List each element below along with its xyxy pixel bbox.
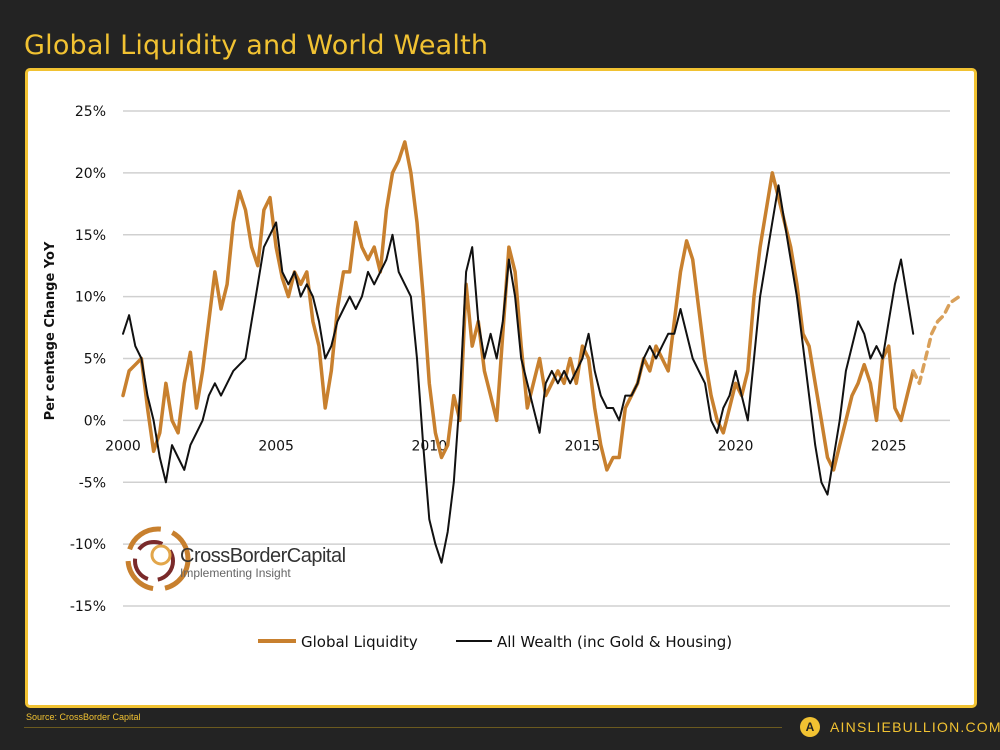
y-tick-label: 20% (75, 166, 106, 182)
legend: Global Liquidity All Wealth (inc Gold & … (258, 633, 732, 651)
series-line-2 (122, 184, 915, 564)
x-tick-label: 2000 (105, 438, 141, 454)
legend-label-global-liquidity: Global Liquidity (301, 633, 418, 651)
page-title: Global Liquidity and World Wealth (24, 30, 489, 61)
y-tick-label: -5% (79, 475, 106, 491)
footer-divider (24, 727, 782, 728)
logo-tagline: Implementing Insight (180, 566, 291, 580)
y-tick-labels: -15% -10% -5% 0% 5% 10% 15% 20% 25% (70, 104, 106, 615)
x-tick-label: 2005 (258, 438, 294, 454)
chart-svg: -15%-10%-5%0%5%10%15%20%25% 2000 2005 2010… (43, 104, 961, 651)
y-tick-label: -10% (70, 537, 106, 553)
series-line-1 (911, 294, 961, 386)
logo-name: CrossBorderCapital (180, 545, 346, 567)
source-note: Source: CrossBorder Capital (26, 712, 141, 722)
y-tick-label: 5% (84, 352, 106, 368)
y-tick-label: 10% (75, 290, 106, 306)
ainslie-a-logo-icon: A (800, 717, 820, 737)
chart-panel: -15% -10% -5% 0% 5% 10% 15% 20% 25% 2000 2005 2010… (25, 68, 977, 708)
brand-url: AINSLIEBULLION.COM.AU (830, 719, 1000, 735)
crossborder-logo: CrossBorderCapital Implementing Insight (125, 526, 346, 592)
legend-label-all-wealth: All Wealth (inc Gold & Housing) (497, 633, 732, 651)
x-tick-label: 2020 (718, 438, 754, 454)
y-tick-label: 25% (75, 104, 106, 120)
gridlines (123, 110, 950, 607)
series-lines (121, 140, 961, 564)
x-tick-label: 2015 (565, 438, 601, 454)
y-axis-label: Per centage Change YoY (43, 241, 58, 420)
brand-footer[interactable]: A AINSLIEBULLION.COM.AU (800, 717, 1000, 737)
y-tick-label: -15% (70, 599, 106, 615)
x-tick-label: 2025 (871, 438, 907, 454)
x-tick-labels: 2000 2005 2010 2015 2020 2025 (105, 438, 906, 454)
y-tick-label: 15% (75, 228, 106, 244)
y-tick-label: 0% (84, 413, 106, 429)
